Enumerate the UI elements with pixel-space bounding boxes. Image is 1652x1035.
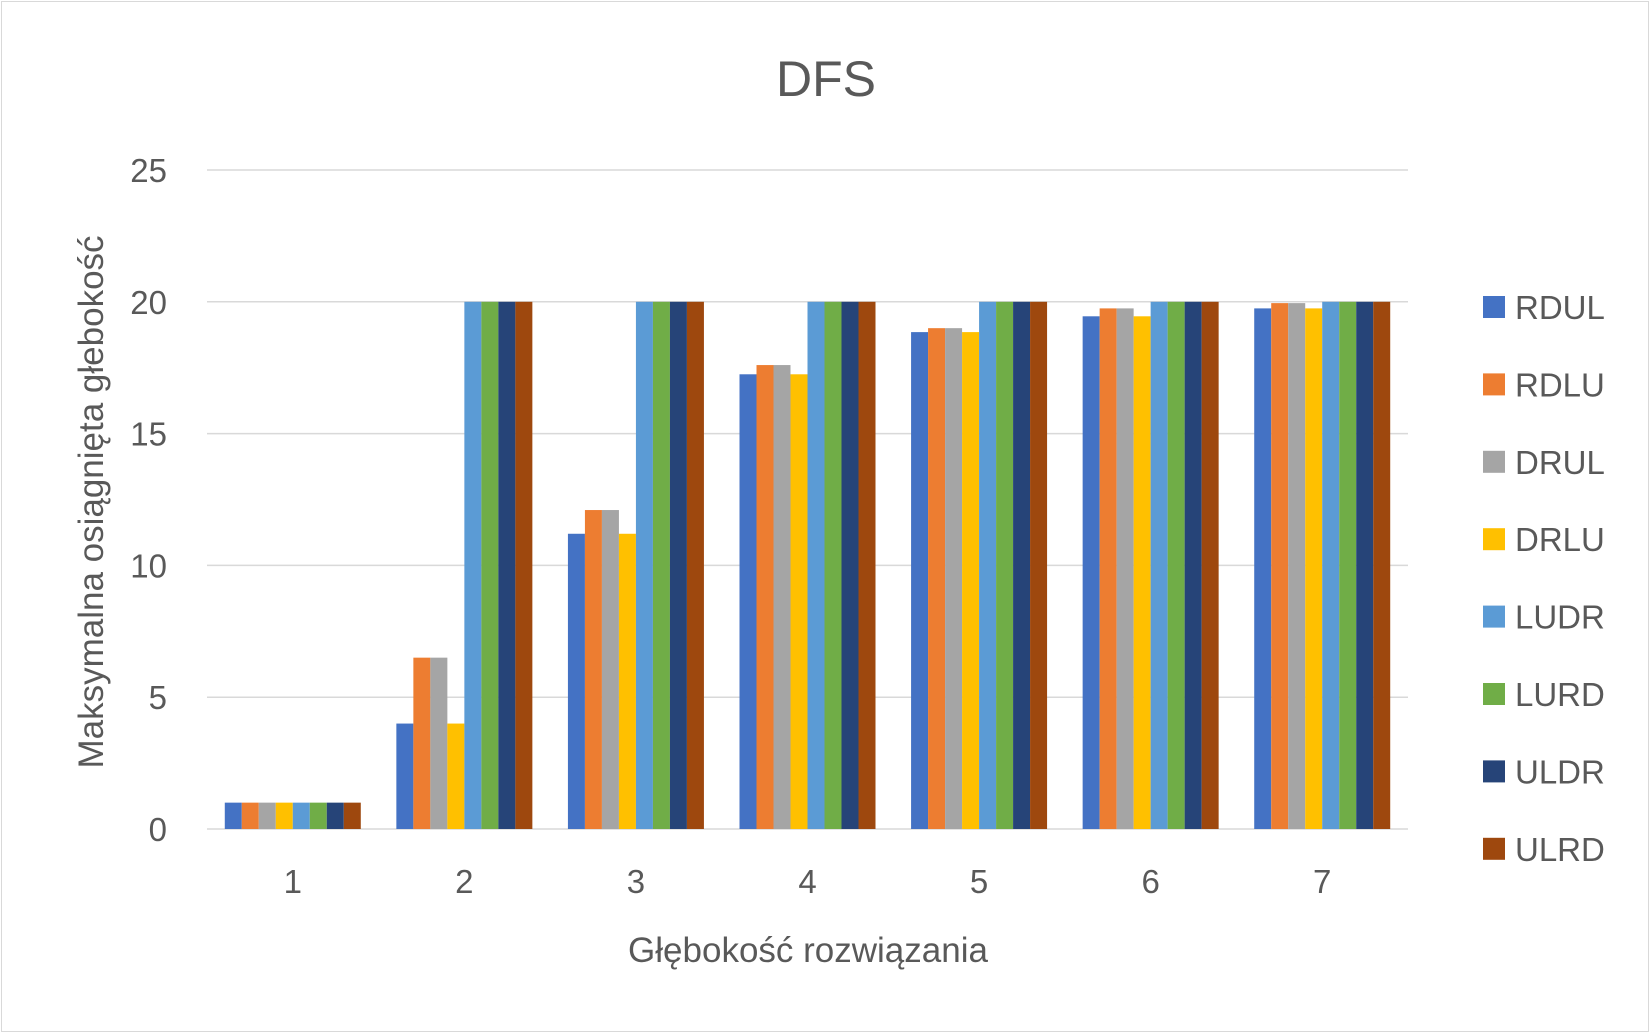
bar-rdul-6 <box>1082 316 1100 830</box>
legend-swatch-uldr <box>1483 760 1505 783</box>
legend: RDUL RDLU DRUL DRLU LUDR LURD ULDR ULRD <box>1483 289 1605 868</box>
bar-rdlu-6 <box>1099 308 1117 829</box>
legend-swatch-rdlu <box>1483 373 1505 396</box>
bar-drlu-3 <box>618 533 636 829</box>
bar-lurd-4 <box>824 301 842 829</box>
y-tick-labels: 0 5 10 15 20 25 <box>130 152 167 848</box>
bar-ulrd-1 <box>343 802 361 829</box>
bar-drul-5 <box>945 328 963 829</box>
bar-ludr-2 <box>464 301 482 829</box>
legend-label-rdlu: RDLU <box>1515 366 1605 403</box>
bar-rdlu-4 <box>756 365 774 829</box>
y-tick-label: 10 <box>130 547 167 584</box>
bar-drul-4 <box>773 365 791 829</box>
x-tick-label: 2 <box>455 863 473 900</box>
bar-drul-7 <box>1288 303 1306 829</box>
bar-drlu-2 <box>447 723 465 829</box>
legend-label-drlu: DRLU <box>1515 521 1605 558</box>
x-tick-label: 7 <box>1313 863 1331 900</box>
legend-label-drul: DRUL <box>1515 444 1605 481</box>
bar-uldr-6 <box>1184 301 1202 829</box>
bar-lurd-5 <box>996 301 1014 829</box>
legend-label-ludr: LUDR <box>1515 599 1605 636</box>
legend-swatch-ulrd <box>1483 837 1505 860</box>
bar-drul-2 <box>430 657 448 829</box>
bar-ulrd-2 <box>515 301 533 829</box>
bar-ludr-7 <box>1322 301 1340 829</box>
bar-drul-3 <box>601 510 619 829</box>
y-tick-label: 25 <box>130 152 167 189</box>
legend-swatch-lurd <box>1483 683 1505 705</box>
bar-drlu-6 <box>1133 316 1151 830</box>
bar-rdlu-3 <box>584 510 602 829</box>
bar-ludr-6 <box>1150 301 1168 829</box>
x-tick-label: 6 <box>1141 863 1159 900</box>
y-axis-label: Maksymalna osiągnięta głebokość <box>72 235 111 768</box>
bars <box>224 301 1391 830</box>
bar-rdul-7 <box>1254 308 1272 829</box>
bar-ludr-5 <box>979 301 997 829</box>
bar-rdul-3 <box>567 533 585 829</box>
x-tick-label: 1 <box>284 863 302 900</box>
bar-drlu-7 <box>1305 308 1323 829</box>
bar-drul-1 <box>258 802 276 829</box>
bar-ludr-3 <box>635 301 653 829</box>
bar-rdul-1 <box>224 802 242 829</box>
y-tick-label: 0 <box>149 811 167 848</box>
bar-ulrd-5 <box>1030 301 1048 829</box>
bar-uldr-3 <box>669 301 687 829</box>
x-axis-label: Głębokość rozwiązania <box>628 931 988 970</box>
x-tick-label: 3 <box>627 863 645 900</box>
bar-ulrd-3 <box>686 301 704 829</box>
x-tick-label: 5 <box>970 863 988 900</box>
bar-ulrd-7 <box>1373 301 1391 829</box>
legend-label-rdul: RDUL <box>1515 289 1605 326</box>
y-tick-label: 20 <box>130 284 167 321</box>
bar-ludr-1 <box>292 802 310 829</box>
bar-lurd-3 <box>652 301 670 829</box>
legend-swatch-drul <box>1483 450 1505 473</box>
legend-label-lurd: LURD <box>1515 676 1605 713</box>
bar-rdul-4 <box>739 374 757 829</box>
legend-swatch-drlu <box>1483 528 1505 551</box>
bar-rdlu-5 <box>928 328 946 829</box>
bar-uldr-2 <box>498 301 516 829</box>
bar-drlu-1 <box>275 802 293 829</box>
bar-rdul-5 <box>911 332 929 829</box>
legend-swatch-rdul <box>1483 296 1505 318</box>
x-tick-label: 4 <box>798 863 816 900</box>
bar-drlu-4 <box>790 374 808 829</box>
bar-ulrd-6 <box>1201 301 1219 829</box>
bar-uldr-4 <box>841 301 859 829</box>
bar-uldr-7 <box>1356 301 1374 829</box>
bar-lurd-6 <box>1167 301 1185 829</box>
bar-drul-6 <box>1116 308 1134 829</box>
bar-drlu-5 <box>962 332 980 829</box>
bar-lurd-1 <box>309 802 327 829</box>
bar-uldr-1 <box>326 802 344 829</box>
bar-rdlu-1 <box>241 802 259 829</box>
legend-swatch-ludr <box>1483 605 1505 628</box>
x-tick-labels: 1 2 3 4 5 6 7 <box>284 863 1332 900</box>
legend-label-uldr: ULDR <box>1515 753 1605 790</box>
chart-title: DFS <box>776 51 876 107</box>
bar-ludr-4 <box>807 301 825 829</box>
bar-rdlu-2 <box>413 657 431 829</box>
y-tick-label: 15 <box>130 416 167 453</box>
bar-ulrd-4 <box>858 301 876 829</box>
bar-uldr-5 <box>1013 301 1031 829</box>
bar-rdlu-7 <box>1271 303 1289 829</box>
bar-lurd-2 <box>481 301 499 829</box>
legend-label-ulrd: ULRD <box>1515 831 1605 868</box>
y-tick-label: 5 <box>149 679 167 716</box>
bar-lurd-7 <box>1339 301 1357 829</box>
bar-rdul-2 <box>396 723 414 829</box>
